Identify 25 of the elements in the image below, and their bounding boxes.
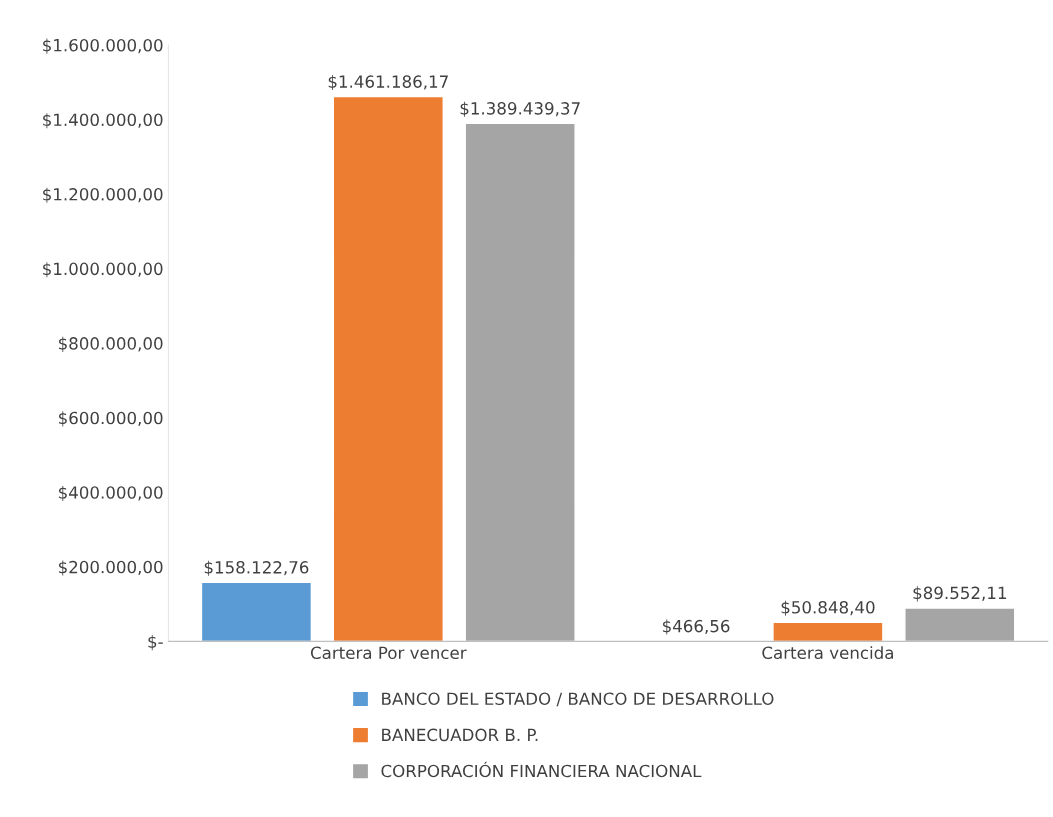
bar <box>332 95 444 642</box>
x-tick-label: Cartera Por vencer <box>310 646 467 660</box>
bar <box>904 607 1016 642</box>
bar <box>464 122 576 642</box>
y-tick-label: $1.000.000,00 <box>43 262 163 278</box>
y-tick-label: $1.200.000,00 <box>43 187 163 203</box>
data-label: $89.552,11 <box>913 586 1006 602</box>
x-tick-label: Cartera vencida <box>762 646 893 660</box>
bar <box>772 621 884 642</box>
y-tick-label: $200.000,00 <box>58 560 163 576</box>
data-label: $1.461.186,17 <box>328 74 448 91</box>
data-label: $50.848,40 <box>781 600 875 616</box>
y-tick-label: $800.000,00 <box>58 336 163 352</box>
y-tick-label: $- <box>148 635 163 651</box>
y-tick-label: $400.000,00 <box>58 485 163 502</box>
legend-label: BANCO DEL ESTADO / BANCO DE DESARROLLO <box>382 692 774 707</box>
y-tick-label: $600.000,00 <box>58 411 163 427</box>
legend-label: CORPORACIÓN FINANCIERA NACIONAL <box>381 761 702 778</box>
legend-label: BANECUADOR B. P. <box>382 728 538 742</box>
y-tick-label: $1.400.000,00 <box>43 113 163 129</box>
data-label: $1.389.439,37 <box>460 101 580 117</box>
y-tick-label: $1.600.000,00 <box>43 38 163 54</box>
data-label: $466,56 <box>662 619 730 635</box>
bar <box>200 581 313 642</box>
data-label: $158.122,76 <box>204 560 309 576</box>
